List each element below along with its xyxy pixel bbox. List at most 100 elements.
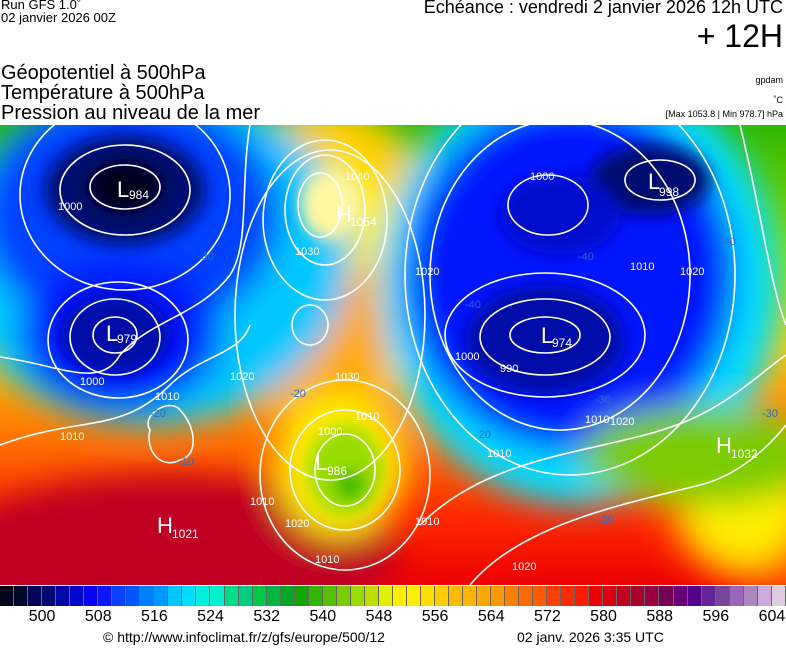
color-scale-cell xyxy=(420,586,435,606)
color-scale-tick-label: 556 xyxy=(421,608,449,625)
isobar-label: 1030 xyxy=(335,371,359,383)
color-scale-cell xyxy=(631,586,646,606)
title-geopotential: Géopotentiel à 500hPa xyxy=(1,62,206,84)
color-scale-cell xyxy=(308,586,323,606)
isobar-label: 1030 xyxy=(295,246,319,258)
color-scale-cell xyxy=(28,586,43,606)
color-scale-cell xyxy=(519,586,534,606)
color-scale-tick-label: 548 xyxy=(365,608,393,625)
color-scale-cell xyxy=(505,586,520,606)
color-scale-tick-label: 540 xyxy=(309,608,337,625)
temperature-label: -40 xyxy=(578,251,594,263)
color-scale-cell xyxy=(280,586,295,606)
isobar-label: 1000 xyxy=(530,171,554,183)
color-scale-tick-label: 500 xyxy=(28,608,56,625)
color-scale-cell xyxy=(589,586,604,606)
title-pressure: Pression au niveau de la mer xyxy=(1,102,261,124)
isobar-label: 1020 xyxy=(230,371,254,383)
color-scale-cell xyxy=(140,586,155,606)
isobar-label: 1040 xyxy=(345,171,369,183)
isobar-label: 990 xyxy=(500,363,518,375)
isobar-label: 1010 xyxy=(585,414,609,426)
color-scale-cell xyxy=(266,586,281,606)
unit-temperature: ˚C xyxy=(773,95,784,105)
color-scale-cell xyxy=(392,586,407,606)
color-scale-cell xyxy=(322,586,337,606)
color-scale-tick-label: 604 xyxy=(758,608,786,625)
color-scale-tick-label: 516 xyxy=(141,608,168,625)
copyright-link[interactable]: © http://www.infoclimat.fr/z/gfs/europe/… xyxy=(103,629,385,645)
isobar-label: 1000 xyxy=(318,426,342,438)
color-scale-cell xyxy=(659,586,674,606)
svg-text:L: L xyxy=(117,177,129,202)
lead-time: + 12H xyxy=(696,18,783,54)
color-scale-tick-label: 580 xyxy=(590,608,617,625)
color-scale-cell xyxy=(449,586,464,606)
temperature-labels: -30 -20 -20 -40 -40 -40 -30 -20 -20 -10 … xyxy=(150,236,778,526)
weather-map: 1000 1010 1000 1020 1030 1040 1030 1020 … xyxy=(0,125,786,585)
isobars xyxy=(0,125,786,585)
isobar-label: 1010 xyxy=(630,261,654,273)
temperature-label: -20 xyxy=(598,514,614,526)
color-scale-cell xyxy=(715,586,730,606)
color-scale-cell xyxy=(56,586,71,606)
color-scale-cell xyxy=(168,586,183,606)
temperature-label: -40 xyxy=(720,236,736,248)
low-center: L 984 xyxy=(117,177,149,202)
color-scale-cell xyxy=(42,586,57,606)
color-scale-cell xyxy=(0,586,15,606)
color-scale-cell xyxy=(14,586,29,606)
color-scale-cell xyxy=(126,586,141,606)
run-label: Run GFS 1.0˚ xyxy=(1,0,82,12)
color-scale-cell xyxy=(463,586,478,606)
pressure-range: [Max 1053.8 | Min 978.7] hPa xyxy=(665,109,783,119)
color-scale-cell xyxy=(252,586,267,606)
svg-text:H: H xyxy=(336,202,352,227)
color-scale-cell xyxy=(575,586,590,606)
color-scale-cell xyxy=(84,586,99,606)
color-scale-tick-label: 572 xyxy=(534,608,561,625)
color-scale-tick-label: 532 xyxy=(253,608,281,625)
color-scale-cell xyxy=(533,586,548,606)
svg-text:998: 998 xyxy=(659,185,679,199)
color-scale-ticks: 500 508 516 524 532 540 548 556 564 572 580 588 596 6… xyxy=(0,608,786,628)
isobar-label: 1010 xyxy=(250,496,274,508)
isobar-label: 1010 xyxy=(487,448,511,460)
svg-text:L: L xyxy=(541,323,553,348)
color-scale-cell xyxy=(617,586,632,606)
temperature-label: -10 xyxy=(178,456,194,468)
isobar-label: 1010 xyxy=(355,411,379,423)
color-scale-cell xyxy=(378,586,393,606)
color-scale-cell xyxy=(701,586,716,606)
run-date: 02 janvier 2026 00Z xyxy=(1,10,116,25)
color-scale-cell xyxy=(547,586,562,606)
color-scale-cell xyxy=(70,586,85,606)
color-scale-tick-label: 564 xyxy=(477,608,505,625)
color-scale-cell xyxy=(336,586,351,606)
isobar-label: 1000 xyxy=(80,376,104,388)
color-scale-cell xyxy=(294,586,309,606)
svg-text:H: H xyxy=(157,513,173,538)
color-scale-cell xyxy=(561,586,576,606)
color-scale-tick-label: 588 xyxy=(646,608,674,625)
title-temperature: Température à 500hPa xyxy=(1,82,205,104)
color-scale-cell xyxy=(743,586,758,606)
isobar-label: 1020 xyxy=(610,416,634,428)
color-scale-cell xyxy=(757,586,772,606)
color-scale-cell xyxy=(673,586,688,606)
temperature-label: -20 xyxy=(150,408,166,420)
svg-text:979: 979 xyxy=(117,332,137,346)
color-scale-cell xyxy=(603,586,618,606)
color-scale-cell xyxy=(771,586,786,606)
temperature-label: -40 xyxy=(465,299,481,311)
svg-text:1032: 1032 xyxy=(731,447,758,461)
color-scale-tick-label: 596 xyxy=(702,608,730,625)
isobar-label: 1000 xyxy=(58,201,82,213)
color-scale-cell xyxy=(238,586,253,606)
isobar-label: 1010 xyxy=(155,391,179,403)
color-scale-tick-label: 524 xyxy=(197,608,224,625)
high-center: H 1032 xyxy=(716,433,758,461)
